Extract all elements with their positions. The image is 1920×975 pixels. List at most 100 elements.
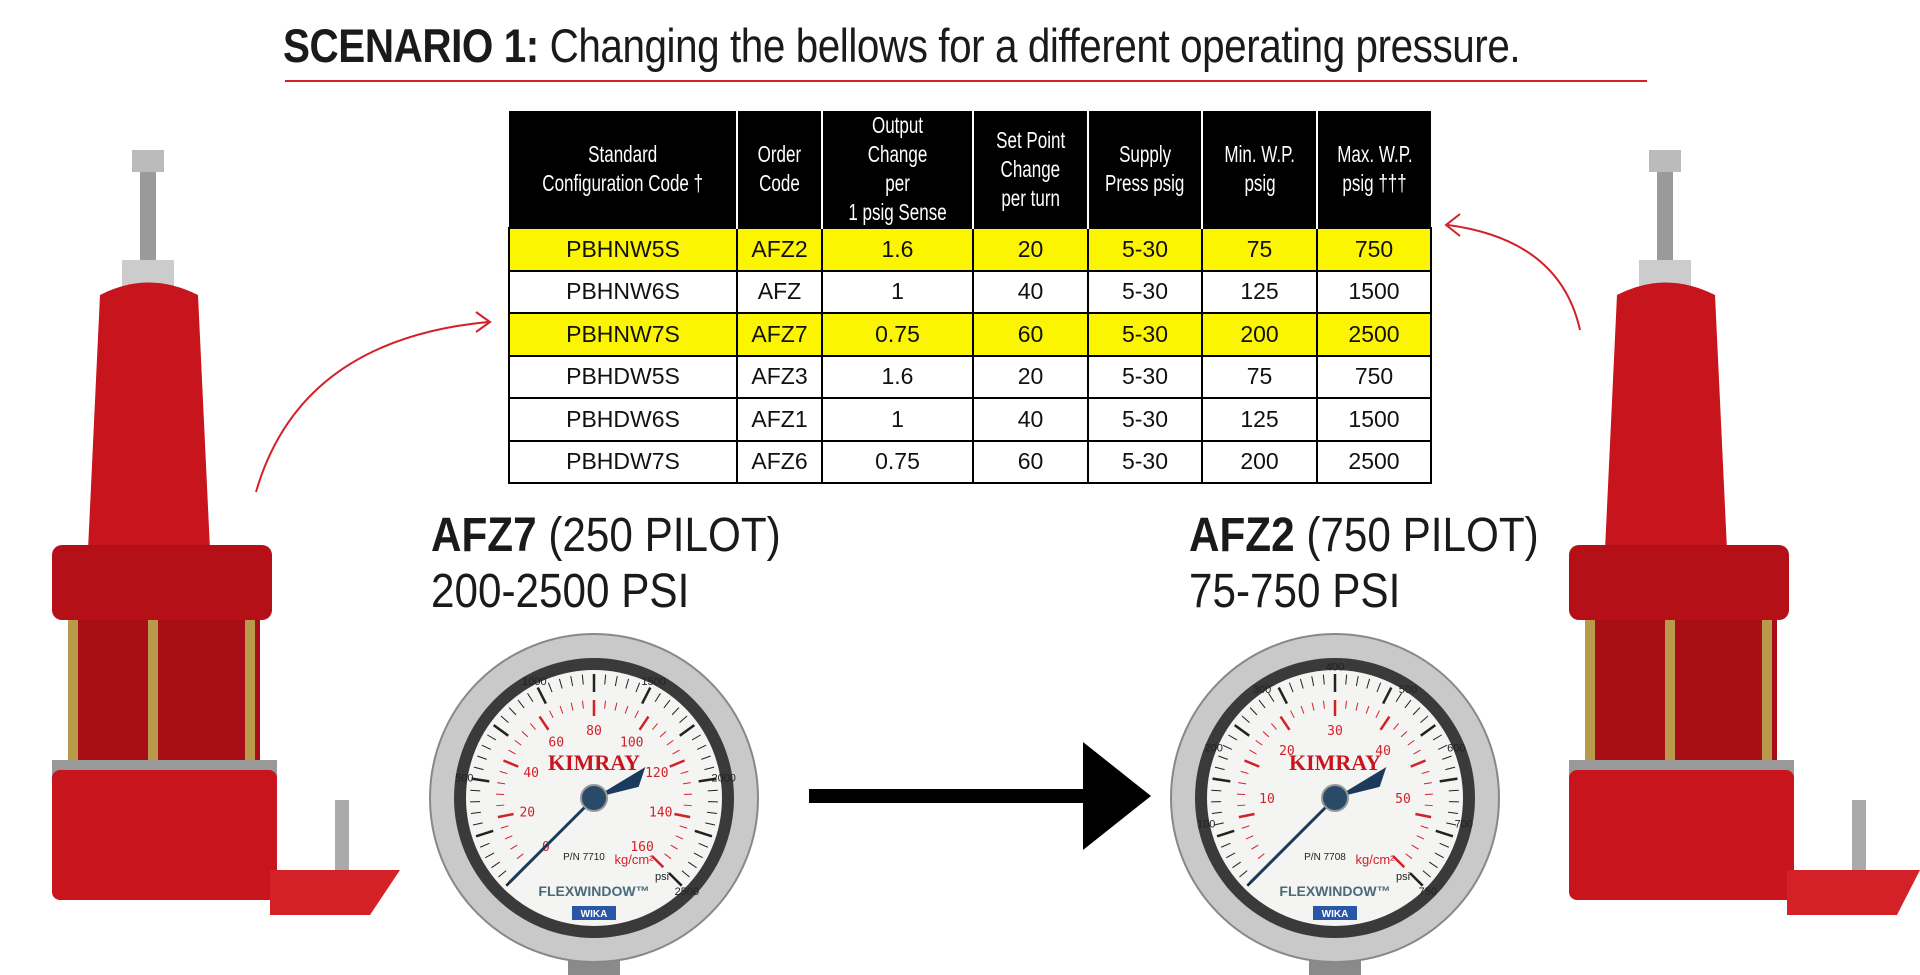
psi-tick [1277,686,1288,705]
psi-tick [581,674,584,685]
header-line: Change [1000,155,1061,182]
psi-tick [517,699,525,709]
kg-tick [1393,723,1400,730]
psi-tick-label: 2500 [675,886,699,898]
flexwindow-logo: FLEXWINDOW™ [1279,883,1390,899]
table-row: PBHNW6S AFZ 1 40 5-30 125 1500 [508,269,1432,314]
psi-tick [536,686,547,705]
kg-tick [604,700,607,709]
psi-tick [558,678,563,689]
kg-tick [581,700,584,709]
psi-tick [604,674,607,685]
gauge-needle [1249,796,1337,884]
left-model-code: AFZ7 [431,509,537,562]
table-cell: 1 [821,397,974,442]
psi-tick [1249,707,1258,716]
column-header: Output Change per 1 psig Sense [821,111,973,228]
bellows-config-table: Standard Configuration Code † Order Code Out… [508,111,1432,484]
header-line: Output Change [867,112,928,167]
kg-tick [1270,723,1277,730]
kg-tick [669,759,686,768]
column-header: Order Code [736,111,822,228]
left-model-label: AFZ7 (250 PILOT) 200-2500 PSI [431,508,781,620]
psi-tick [475,829,494,838]
kg-tick [664,853,672,860]
gauge-needle-tail [594,766,646,798]
transition-arrow-shaft [809,789,1089,803]
left-model-pilot: (250 PILOT) [536,509,781,562]
kg-tick [1238,782,1247,785]
psi-tick-label: 400 [1326,662,1344,674]
column-header: Supply Press psig [1087,111,1202,228]
psi-tick [527,693,534,703]
psi-tick-label: 500 [1399,684,1417,696]
table-cell: 125 [1201,397,1318,442]
psi-tick-label: 700 [1455,819,1473,831]
psi-tick [1213,822,1224,826]
psi-tick [491,861,500,869]
part-number: P/N 7710 [563,852,605,863]
kg-tick [1355,702,1359,711]
psi-tick [635,682,641,693]
psi-tick [470,811,481,815]
kg-tick [521,731,529,738]
psi-tick [473,766,484,771]
kg-tick [1255,739,1263,746]
table-cell: 1.6 [821,227,974,272]
table-row-highlighted: PBHNW7S AFZ7 0.75 60 5-30 200 2500 [508,312,1432,357]
kg-tick [1375,710,1380,719]
table-cell: 1500 [1316,269,1432,314]
psi-tick [641,686,652,705]
kg-tick-label: 10 [1259,792,1275,807]
table-cell: 750 [1316,354,1432,399]
psi-tick [691,734,701,741]
psi-tick [671,707,680,716]
kg-tick-label: 160 [630,840,653,855]
table-cell: 750 [1316,227,1432,272]
kg-tick [1411,844,1419,850]
kg-tick-label: 120 [645,766,668,781]
psi-tick [1288,682,1294,693]
psi-tick [1395,693,1402,703]
kg-tick-label: 30 [1327,724,1343,739]
kg-tick [652,723,659,730]
kg-tick [529,723,536,730]
psi-tick-label: 750 [1419,886,1437,898]
psi-tick [477,755,487,760]
psi-tick-label: 2000 [711,772,735,784]
header-line: Order [757,141,802,167]
kg-tick [497,782,506,785]
psi-unit-label: psi [1396,871,1410,883]
psi-tick [1422,870,1431,878]
psi-tick [470,789,481,792]
kg-tick [559,705,564,714]
psi-tick [1355,676,1359,687]
psi-tick [693,852,703,859]
kg-tick [638,715,650,731]
part-number: P/N 7708 [1304,852,1346,863]
psi-tick [1420,715,1429,723]
table-cell: 40 [972,397,1089,442]
left-model-range: 200-2500 PSI [431,565,690,618]
right-regulator-image [1569,150,1920,915]
table-cell: 40 [972,269,1089,314]
kg-tick [659,731,667,738]
kg-tick [614,702,618,711]
header-line: per [885,170,910,196]
table-cell: 75 [1201,354,1318,399]
kg-tick [1413,749,1421,755]
table-cell: 5-30 [1087,312,1203,357]
psi-unit-label: psi [655,871,669,883]
kg-tick [1400,731,1408,738]
header-line: Configuration Code † [542,170,703,196]
kg-tick [666,739,674,746]
psi-tick [1299,678,1304,689]
psi-tick [696,744,707,750]
right-model-pilot: (750 PILOT) [1294,509,1539,562]
table-cell: 75 [1201,227,1318,272]
kg-tick [549,710,554,719]
psi-tick [707,789,718,792]
kg-tick-label: 40 [523,766,539,781]
wika-badge [1313,906,1357,920]
kg-tick-label: 20 [1279,744,1295,759]
